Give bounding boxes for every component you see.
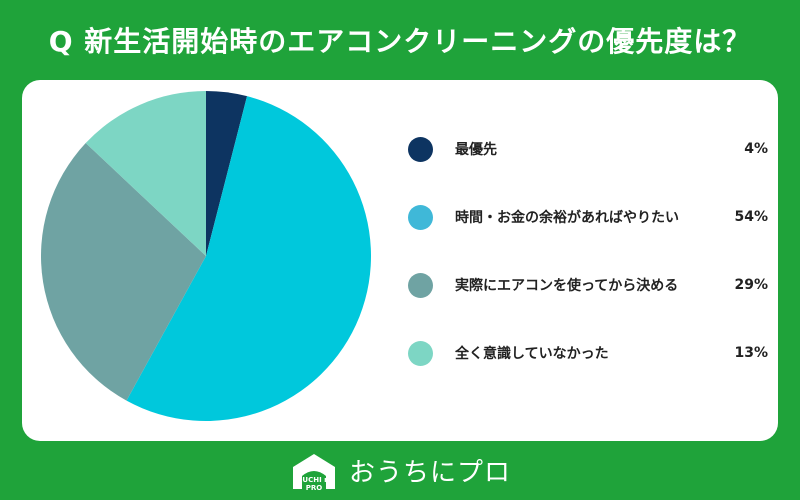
- house-logo-icon: OUCHI ni PRO: [289, 451, 339, 492]
- pie-slice-3: [40, 143, 206, 401]
- footer-logo: OUCHI ni PRO おうちにプロ: [0, 441, 800, 500]
- legend-item: 時間・お金の余裕があればやりたい 54%: [408, 202, 768, 232]
- pie-slice-2: [126, 96, 371, 421]
- chart-title: Q 新生活開始時のエアコンクリーニングの優先度は？: [48, 25, 752, 58]
- legend-label: 時間・お金の余裕があればやりたい: [455, 210, 679, 226]
- pie-chart: [40, 91, 371, 421]
- legend-value: 13%: [734, 345, 768, 361]
- logo-text: おうちにプロ: [348, 458, 511, 488]
- legend-label: 最優先: [455, 142, 497, 158]
- legend-label: 全く意識していなかった: [455, 346, 609, 362]
- logo-caption: OUCHI ni PRO: [296, 475, 332, 492]
- legend-swatch: [408, 136, 433, 162]
- legend-item: 実際にエアコンを使ってから決める 29%: [408, 270, 768, 300]
- pie-slice-4: [85, 91, 206, 256]
- legend-swatch: [408, 340, 433, 366]
- legend-item: 最優先 4%: [408, 134, 768, 164]
- legend-value: 54%: [734, 209, 768, 225]
- legend-item: 全く意識していなかった 13%: [408, 338, 768, 368]
- legend-value: 29%: [734, 277, 768, 293]
- legend-swatch: [408, 272, 433, 298]
- legend-value: 4%: [744, 141, 768, 157]
- pie-slice-1: [206, 91, 248, 256]
- legend-swatch: [408, 204, 433, 230]
- legend-label: 実際にエアコンを使ってから決める: [455, 278, 679, 294]
- chart-card: 最優先 4% 時間・お金の余裕があればやりたい 54% 実際にエアコンを使ってから決める…: [22, 80, 778, 441]
